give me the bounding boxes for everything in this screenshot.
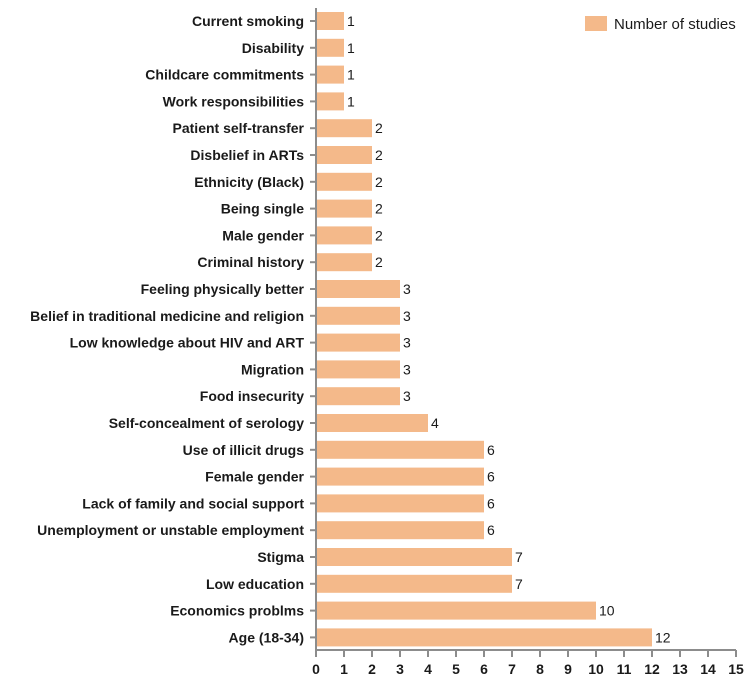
x-tick-label-1: 1 xyxy=(340,661,348,677)
bar-5 xyxy=(317,146,372,164)
category-label-22: Economics problms xyxy=(170,603,304,619)
value-label-20: 7 xyxy=(515,549,523,565)
bar-23 xyxy=(317,628,652,647)
bar-18 xyxy=(317,494,484,513)
bar-2 xyxy=(317,65,344,84)
x-tick-label-7: 7 xyxy=(508,661,516,677)
value-label-13: 3 xyxy=(403,361,411,377)
category-label-17: Female gender xyxy=(205,469,304,485)
category-label-10: Feeling physically better xyxy=(141,281,305,297)
bar-7 xyxy=(317,199,372,218)
x-tick-label-9: 9 xyxy=(564,661,572,677)
x-tick-label-3: 3 xyxy=(396,661,404,677)
value-label-16: 6 xyxy=(487,442,495,458)
value-label-12: 3 xyxy=(403,335,411,351)
bar-20 xyxy=(317,548,512,566)
x-tick-label-13: 13 xyxy=(672,661,688,677)
category-label-14: Food insecurity xyxy=(200,388,304,404)
category-label-23: Age (18-34) xyxy=(229,629,304,645)
category-label-9: Criminal history xyxy=(197,254,304,270)
bar-14 xyxy=(317,387,400,406)
bar-6 xyxy=(317,172,372,191)
x-tick-label-6: 6 xyxy=(480,661,488,677)
value-label-4: 2 xyxy=(375,120,383,136)
x-tick-label-4: 4 xyxy=(424,661,432,677)
category-label-13: Migration xyxy=(241,361,304,377)
bar-22 xyxy=(317,601,596,620)
value-label-11: 3 xyxy=(403,308,411,324)
bar-17 xyxy=(317,467,484,486)
bar-1 xyxy=(317,38,344,57)
x-tick-label-5: 5 xyxy=(452,661,460,677)
value-label-23: 12 xyxy=(655,629,671,645)
x-tick-label-2: 2 xyxy=(368,661,376,677)
bar-16 xyxy=(317,440,484,459)
value-label-3: 1 xyxy=(347,93,355,109)
value-label-2: 1 xyxy=(347,67,355,83)
value-label-6: 2 xyxy=(375,174,383,190)
value-label-18: 6 xyxy=(487,495,495,511)
bar-10 xyxy=(317,280,400,298)
value-label-7: 2 xyxy=(375,201,383,217)
value-label-1: 1 xyxy=(347,40,355,56)
x-tick-label-14: 14 xyxy=(700,661,716,677)
category-label-21: Low education xyxy=(206,576,304,592)
value-label-9: 2 xyxy=(375,254,383,270)
category-label-8: Male gender xyxy=(222,227,304,243)
category-label-11: Belief in traditional medicine and relig… xyxy=(30,308,304,324)
value-label-10: 3 xyxy=(403,281,411,297)
value-label-14: 3 xyxy=(403,388,411,404)
x-tick-label-12: 12 xyxy=(644,661,660,677)
bar-8 xyxy=(317,226,372,245)
category-label-4: Patient self-transfer xyxy=(173,120,305,136)
category-label-1: Disability xyxy=(242,40,304,56)
category-label-18: Lack of family and social support xyxy=(82,495,304,511)
x-tick-label-15: 15 xyxy=(728,661,744,677)
value-label-22: 10 xyxy=(599,603,615,619)
category-label-20: Stigma xyxy=(257,549,304,565)
value-label-5: 2 xyxy=(375,147,383,163)
value-label-8: 2 xyxy=(375,227,383,243)
legend: Number of studies xyxy=(585,16,736,33)
bar-15 xyxy=(317,414,428,432)
bar-19 xyxy=(317,521,484,540)
category-label-6: Ethnicity (Black) xyxy=(194,174,304,190)
bars-layer xyxy=(317,12,652,647)
value-label-19: 6 xyxy=(487,522,495,538)
x-tick-label-8: 8 xyxy=(536,661,544,677)
bar-21 xyxy=(317,574,512,593)
axes: 0 1 2 3 4 5 6 7 8 9 10 11 12 13 14 15 xyxy=(310,8,744,677)
category-label-0: Current smoking xyxy=(192,13,304,29)
legend-swatch xyxy=(585,16,607,31)
x-tick-label-10: 10 xyxy=(588,661,604,677)
category-label-7: Being single xyxy=(221,201,304,217)
x-tick-label-11: 11 xyxy=(617,661,632,677)
value-label-15: 4 xyxy=(431,415,439,431)
bar-0 xyxy=(317,12,344,30)
category-label-3: Work responsibilities xyxy=(163,93,305,109)
category-label-5: Disbelief in ARTs xyxy=(190,147,304,163)
category-labels: Current smoking Disability Childcare commi… xyxy=(30,13,304,645)
bar-9 xyxy=(317,253,372,272)
category-label-19: Unemployment or unstable employment xyxy=(37,522,304,538)
category-label-2: Childcare commitments xyxy=(145,67,304,83)
bar-4 xyxy=(317,119,372,138)
bar-13 xyxy=(317,360,400,379)
legend-label: Number of studies xyxy=(614,16,736,33)
category-label-12: Low knowledge about HIV and ART xyxy=(70,335,305,351)
x-tick-label-0: 0 xyxy=(312,661,320,677)
category-label-15: Self-concealment of serology xyxy=(109,415,304,431)
value-label-17: 6 xyxy=(487,469,495,485)
bar-11 xyxy=(317,306,400,325)
category-label-16: Use of illicit drugs xyxy=(183,442,305,458)
value-label-21: 7 xyxy=(515,576,523,592)
value-label-0: 1 xyxy=(347,13,355,29)
bar-12 xyxy=(317,333,400,352)
bar-3 xyxy=(317,92,344,111)
